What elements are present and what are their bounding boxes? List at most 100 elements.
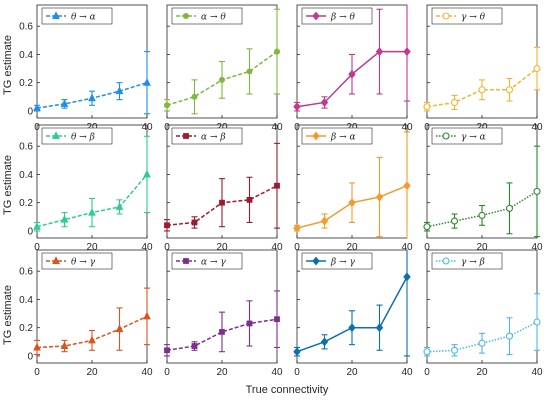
data-point [115, 202, 124, 210]
series-line [426, 67, 538, 108]
error-bar [404, 250, 410, 357]
data-point [533, 65, 541, 73]
data-point [423, 103, 431, 111]
legend-marker [183, 258, 189, 264]
legend-marker [442, 132, 450, 140]
x-tick-label: 0 [34, 367, 40, 378]
data-point [88, 207, 96, 216]
legend-marker [312, 11, 320, 21]
legend-marker [442, 12, 450, 20]
x-tick-label: 0 [294, 367, 300, 378]
x-tick-label: 20 [476, 122, 488, 133]
legend-marker [183, 133, 189, 139]
chart-panel: 0 20 40 γ → α [423, 124, 543, 253]
data-point [115, 324, 124, 333]
y-tick-label: 0.4 [19, 170, 33, 181]
chart-panel: 0 20 40γ → θ [423, 4, 543, 133]
x-tick-label: 40 [141, 367, 153, 378]
chart-panel: 0 0.2 0.4 0.6 0 20 40 θ → β [19, 124, 153, 253]
data-point [478, 211, 486, 219]
x-tick-label: 0 [424, 242, 430, 253]
legend-label: θ → α [71, 13, 96, 23]
chart-panel: 0 20 40 α → γ [164, 249, 283, 378]
y-tick-label: 0.6 [19, 142, 33, 153]
data-point [478, 86, 486, 94]
legend: γ → θ [431, 7, 503, 25]
x-tick-label: 20 [216, 367, 228, 378]
x-tick-label: 40 [531, 242, 543, 253]
series-line [166, 318, 278, 352]
legend: β → γ [301, 252, 373, 270]
data-point [33, 342, 41, 351]
y-tick-label: 0.4 [19, 295, 33, 306]
data-point [219, 199, 225, 206]
x-tick-label: 20 [346, 122, 358, 133]
legend-label: γ → β [461, 258, 485, 268]
data-point [375, 192, 384, 202]
data-point [450, 217, 459, 225]
legend-marker [442, 257, 450, 265]
legend: α → β [171, 127, 243, 145]
x-tick-label: 20 [476, 367, 488, 378]
data-point [88, 335, 96, 344]
panels: 00.20.40.60 20 40θ → α0 20 40α → θ0 20 40β → θ… [19, 4, 543, 378]
data-point [218, 76, 225, 83]
data-point [293, 347, 301, 357]
y-tick-label: 0.2 [19, 323, 33, 334]
legend-label: θ → β [71, 133, 95, 143]
y-tick-label: 0.6 [19, 267, 33, 278]
legend-label: α → β [201, 133, 226, 143]
legend: γ → α [431, 127, 503, 145]
data-point [143, 77, 151, 86]
series-line [426, 321, 538, 353]
x-tick-label: 0 [294, 242, 300, 253]
data-point [320, 98, 329, 107]
data-point [246, 68, 253, 75]
legend-marker [52, 131, 60, 140]
data-point [423, 348, 431, 356]
legend: α → γ [171, 252, 243, 270]
y-axis-title: TG estimate [2, 285, 14, 345]
data-point [533, 187, 541, 195]
x-axis-title: True connectivity [246, 384, 329, 396]
legend-marker [182, 12, 189, 19]
y-tick-label: 0 [27, 106, 33, 117]
data-point [88, 93, 96, 102]
chart-panel: 0 20 40 α → β [164, 124, 283, 253]
y-tick-label: 0.4 [19, 50, 33, 61]
chart-panel: 0 20 40 β → α [293, 124, 413, 253]
legend: γ → β [431, 252, 503, 270]
legend-label: γ → θ [461, 13, 486, 23]
data-point [533, 318, 541, 326]
chart-panel: 0 20 40 γ → β [423, 249, 543, 378]
data-point [163, 102, 170, 109]
y-tick-label: 0 [27, 226, 33, 237]
data-point [320, 337, 329, 347]
data-point [274, 316, 280, 323]
legend: β → θ [301, 7, 373, 25]
x-tick-label: 20 [216, 242, 228, 253]
data-point [293, 223, 301, 233]
data-point [191, 343, 198, 349]
data-point [403, 272, 411, 282]
x-tick-label: 40 [141, 242, 153, 253]
data-point [191, 93, 198, 100]
chart-panel: 0 20 40 β → γ [293, 249, 413, 378]
x-tick-label: 20 [346, 242, 358, 253]
x-tick-label: 0 [34, 242, 40, 253]
data-point [115, 86, 124, 95]
data-point [164, 347, 170, 354]
legend-label: β → α [330, 133, 356, 143]
x-tick-label: 40 [271, 367, 283, 378]
data-point [164, 222, 170, 229]
x-tick-label: 20 [86, 122, 98, 133]
x-tick-label: 0 [164, 242, 170, 253]
data-point [348, 69, 356, 79]
chart-panel: 0 0.2 0.4 0.6 0 20 40 θ → γ [19, 249, 153, 378]
data-point [450, 98, 459, 107]
data-point [246, 320, 253, 327]
data-point [60, 341, 69, 350]
data-point [348, 323, 356, 333]
legend: θ → α [41, 7, 113, 25]
